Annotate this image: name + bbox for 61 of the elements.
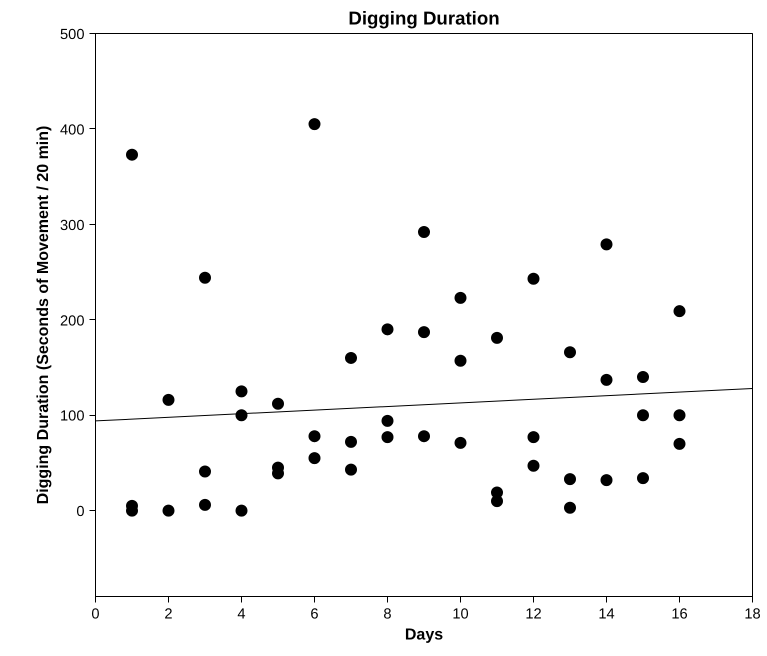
point <box>345 436 357 448</box>
y-tick-label: 400 <box>60 122 85 138</box>
point <box>236 385 248 398</box>
point <box>418 226 430 238</box>
point <box>637 472 649 484</box>
point <box>236 409 248 422</box>
point <box>308 430 320 442</box>
y-tick-label: 100 <box>60 408 85 425</box>
point <box>528 431 540 444</box>
y-tick-label: 200 <box>60 313 85 330</box>
point <box>528 272 540 285</box>
point <box>600 374 612 386</box>
x-tick-label: 16 <box>671 606 688 622</box>
point <box>528 460 540 472</box>
point <box>637 409 649 422</box>
x-tick-label: 6 <box>310 606 319 622</box>
point <box>491 332 503 344</box>
point <box>674 409 686 422</box>
point <box>454 354 466 367</box>
x-tick-label: 12 <box>525 606 542 622</box>
point <box>199 272 211 284</box>
point <box>236 504 248 517</box>
y-tick-label: 500 <box>60 27 85 43</box>
point <box>345 464 357 476</box>
point <box>308 118 320 130</box>
point <box>600 474 612 486</box>
point <box>199 466 211 478</box>
point <box>382 323 394 336</box>
point <box>418 430 430 442</box>
x-tick-label: 14 <box>598 606 615 622</box>
point <box>162 504 174 517</box>
x-tick-label: 0 <box>91 606 100 622</box>
point <box>600 238 612 250</box>
point <box>564 346 576 358</box>
point <box>199 498 211 511</box>
point <box>564 502 576 514</box>
chart-title: Digging Duration <box>348 8 500 28</box>
point <box>491 495 503 508</box>
point <box>126 148 138 161</box>
point <box>382 431 394 444</box>
point <box>418 326 430 338</box>
point <box>272 398 284 410</box>
point <box>454 292 466 304</box>
y-axis-title: Digging Duration (Seconds of Movement / 20 min) <box>35 126 52 504</box>
x-axis-title: Days <box>404 626 444 644</box>
point <box>382 414 394 427</box>
point <box>674 438 686 450</box>
x-tick-label: 4 <box>237 606 246 622</box>
point <box>345 352 357 364</box>
y-tick-label: 300 <box>60 218 85 234</box>
y-tick-label: 0 <box>76 504 85 520</box>
x-tick-label: 8 <box>383 606 392 622</box>
point <box>162 394 174 406</box>
x-tick-label: 18 <box>744 606 761 622</box>
x-tick-label: 10 <box>452 606 469 622</box>
point <box>637 371 649 384</box>
x-tick-label: 2 <box>164 606 173 622</box>
point <box>454 436 466 449</box>
point <box>308 452 320 464</box>
point <box>564 473 576 486</box>
point <box>674 305 686 318</box>
